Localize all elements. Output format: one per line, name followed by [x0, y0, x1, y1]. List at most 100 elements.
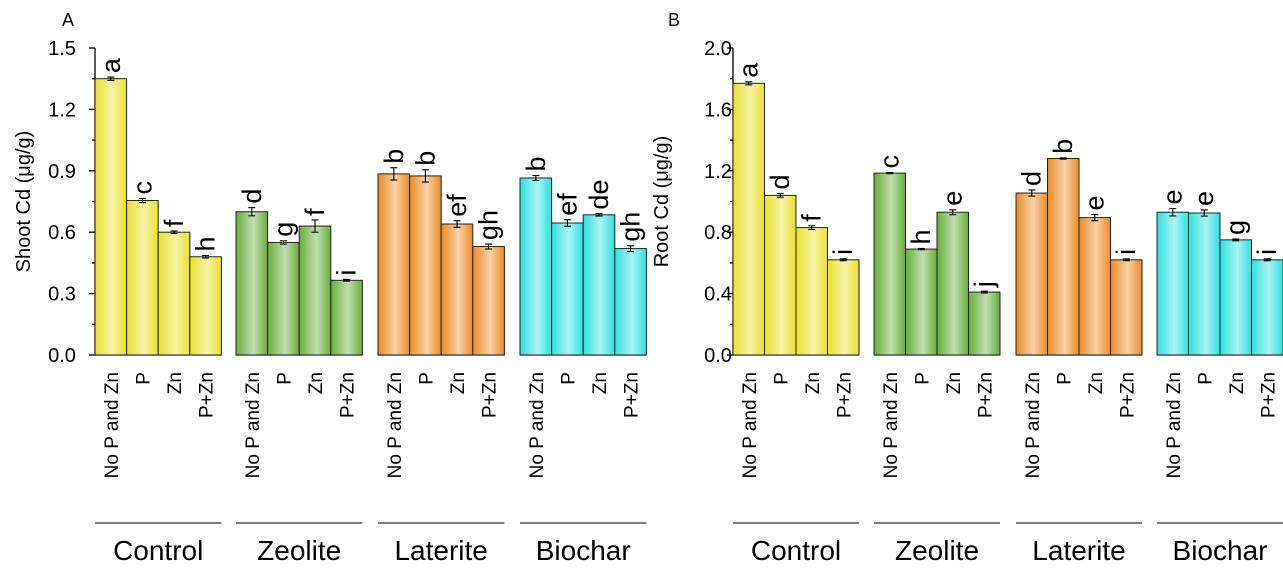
panel-label: A — [62, 10, 74, 30]
category-label: P — [558, 372, 579, 385]
category-label: No P and Zn — [740, 372, 761, 478]
bar — [473, 247, 505, 355]
category-label: Zn — [803, 372, 824, 394]
y-tick-label: 0.0 — [48, 345, 76, 367]
significance-letter: d — [1017, 171, 1047, 186]
bar — [906, 249, 938, 355]
category-label: Zn — [448, 372, 469, 394]
group-label: Control — [113, 535, 203, 566]
category-label: No P and Zn — [1164, 372, 1185, 478]
bar — [1048, 159, 1080, 355]
category-label: P — [1195, 372, 1216, 385]
category-label: Zn — [306, 372, 327, 394]
significance-letter: ef — [552, 193, 582, 216]
bar — [95, 79, 127, 355]
bar — [410, 176, 442, 355]
significance-letter: gh — [474, 210, 504, 240]
category-label: No P and Zn — [385, 372, 406, 478]
group-label: Zeolite — [895, 535, 979, 566]
y-axis-title: Root Cd (μg/g) — [651, 136, 673, 268]
bar — [969, 292, 1001, 355]
significance-letter: c — [127, 181, 157, 195]
category-label: P+Zn — [197, 372, 218, 418]
significance-letter: f — [797, 214, 827, 222]
group-label: Biochar — [1173, 535, 1268, 566]
significance-letter: ef — [442, 194, 472, 217]
significance-letter: b — [1048, 139, 1078, 154]
bar — [552, 223, 584, 355]
y-tick-label: 0.6 — [48, 222, 76, 244]
category-label: P — [771, 372, 792, 385]
y-tick-label: 2.0 — [704, 38, 732, 60]
significance-letter: i — [1111, 249, 1141, 255]
category-label: P+Zn — [622, 372, 643, 418]
panel-label: B — [668, 10, 680, 30]
y-tick-label: 1.2 — [704, 161, 732, 183]
category-label: P — [912, 372, 933, 385]
y-tick-label: 0.9 — [48, 161, 76, 183]
significance-letter: h — [191, 237, 221, 252]
category-label: No P and Zn — [881, 372, 902, 478]
y-axis-title: Shoot Cd (μg/g) — [13, 131, 35, 273]
group-label: Control — [751, 535, 841, 566]
category-label: P — [274, 372, 295, 385]
category-label: No P and Zn — [243, 372, 264, 478]
category-label: P+Zn — [975, 372, 996, 418]
category-label: Zn — [1086, 372, 1107, 394]
bar — [299, 226, 331, 355]
significance-letter: a — [734, 62, 764, 78]
significance-letter: b — [521, 156, 551, 171]
significance-letter: e — [1189, 191, 1219, 206]
bar — [1220, 240, 1252, 355]
y-tick-label: 1.6 — [704, 99, 732, 121]
significance-letter: f — [159, 219, 189, 227]
y-tick-label: 0.0 — [704, 345, 732, 367]
category-label: P+Zn — [338, 372, 359, 418]
category-label: P — [416, 372, 437, 385]
bar — [796, 228, 828, 355]
significance-letter: e — [1080, 196, 1110, 211]
significance-letter: gh — [616, 212, 646, 242]
bar — [441, 224, 473, 355]
bar — [158, 232, 190, 355]
significance-letter: j — [969, 281, 999, 288]
significance-letter: i — [332, 269, 362, 275]
bar — [1079, 218, 1111, 355]
bar — [615, 249, 647, 355]
category-label: Zn — [944, 372, 965, 394]
category-label: P+Zn — [480, 372, 501, 418]
significance-letter: a — [96, 57, 126, 73]
category-label: P — [133, 372, 154, 385]
group-label: Zeolite — [257, 535, 341, 566]
bar — [127, 200, 159, 355]
category-label: No P and Zn — [102, 372, 123, 478]
y-tick-label: 0.8 — [704, 222, 732, 244]
bar — [190, 257, 222, 355]
bar — [583, 215, 615, 355]
bar — [268, 242, 300, 355]
significance-letter: h — [906, 229, 936, 244]
bar — [520, 178, 552, 355]
significance-letter: d — [237, 189, 267, 204]
significance-letter: c — [875, 155, 905, 169]
category-label: Zn — [590, 372, 611, 394]
y-tick-label: 0.4 — [704, 284, 732, 306]
significance-letter: g — [1221, 220, 1251, 235]
bar — [937, 212, 969, 355]
significance-letter: g — [268, 222, 298, 237]
significance-letter: b — [379, 149, 409, 164]
y-tick-label: 0.3 — [48, 284, 76, 306]
bar — [1111, 260, 1143, 355]
bar — [378, 174, 410, 355]
significance-letter: f — [300, 208, 330, 216]
bar — [1016, 193, 1048, 355]
significance-letter: e — [1158, 190, 1188, 205]
significance-letter: de — [584, 180, 614, 210]
group-label: Laterite — [1032, 535, 1125, 566]
bar — [765, 195, 797, 355]
significance-letter: b — [410, 151, 440, 166]
bar — [331, 280, 363, 355]
y-tick-label: 1.5 — [48, 38, 76, 60]
